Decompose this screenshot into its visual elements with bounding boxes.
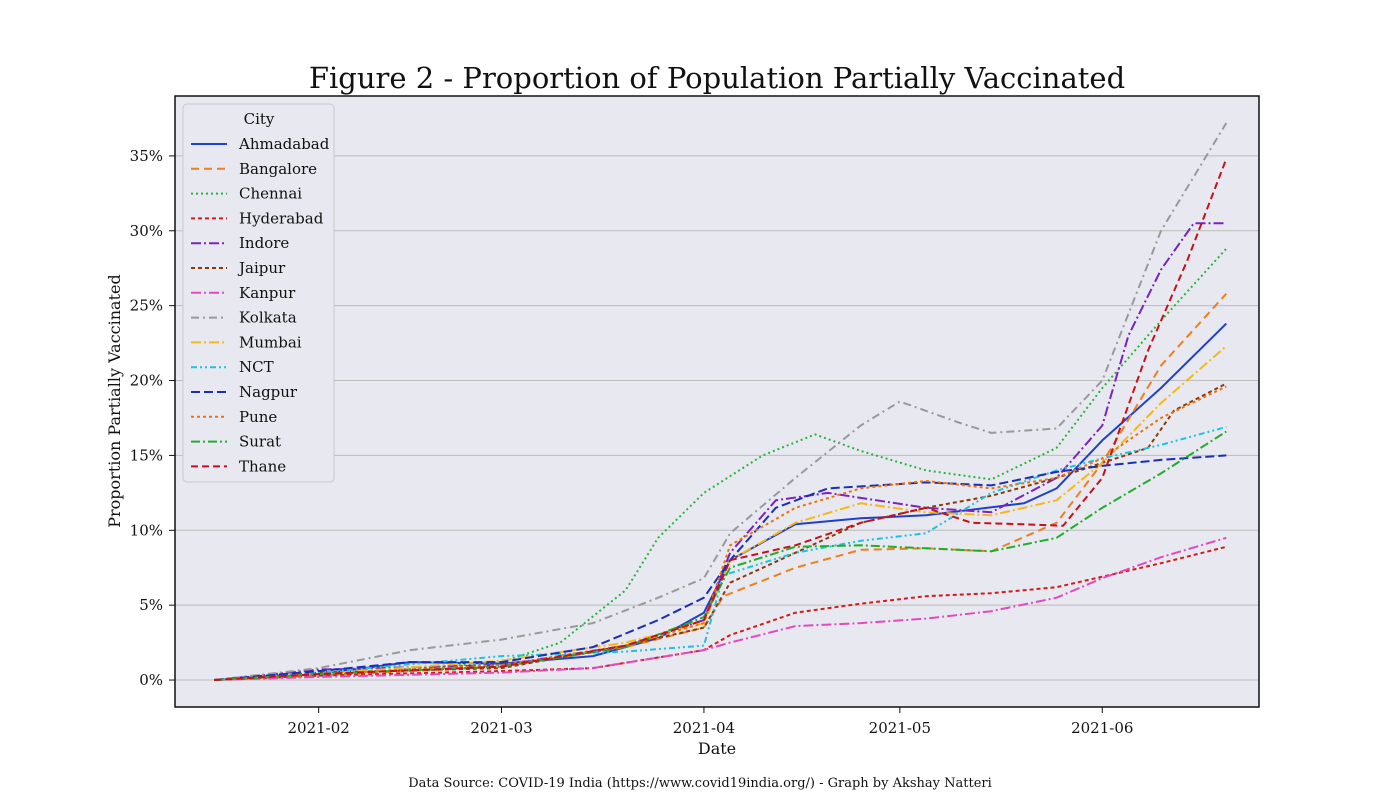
y-tick-label: 20% xyxy=(130,372,163,390)
legend-label: Chennai xyxy=(239,185,302,203)
series-line-kolkata xyxy=(214,122,1228,681)
legend-label: Hyderabad xyxy=(239,209,324,227)
x-tick-label: 2021-03 xyxy=(470,719,532,737)
series-line-mumbai xyxy=(214,345,1227,681)
legend-label: Kolkata xyxy=(239,309,297,327)
y-axis: 0% 5% 10% 15% 20% 25% 30% 35% xyxy=(130,147,175,689)
plot-frame xyxy=(174,95,1260,708)
legend-label: Thane xyxy=(239,457,286,475)
y-axis-label: Proportion Partially Vaccinated xyxy=(105,274,124,527)
grid-lines xyxy=(175,155,1259,681)
legend-box xyxy=(182,103,335,483)
y-tick-label: 35% xyxy=(130,147,163,165)
legend-label: Ahmadabad xyxy=(238,135,330,153)
legend-label: Bangalore xyxy=(239,160,317,178)
y-tick-label: 30% xyxy=(130,222,163,240)
legend: City Ahmadabad Bangalore Chennai Hyderabad I… xyxy=(182,103,335,483)
series-line-bangalore xyxy=(214,293,1228,681)
x-tick-label: 2021-04 xyxy=(673,719,735,737)
legend-label: Mumbai xyxy=(239,333,302,351)
legend-label: Kanpur xyxy=(239,284,296,302)
series-line-kanpur xyxy=(214,536,1227,681)
y-tick-label: 10% xyxy=(130,521,163,539)
series-line-hyderabad xyxy=(214,545,1227,681)
x-tick-label: 2021-02 xyxy=(287,719,349,737)
legend-entries: Ahmadabad Bangalore Chennai Hyderabad Indore… xyxy=(191,135,330,475)
y-tick-label: 15% xyxy=(130,446,163,464)
y-tick-label: 0% xyxy=(139,671,163,689)
series-lines xyxy=(214,122,1228,681)
legend-label: Pune xyxy=(239,408,277,426)
series-line-nct xyxy=(214,426,1227,681)
legend-label: Jaipur xyxy=(237,259,286,277)
series-line-thane xyxy=(214,158,1228,681)
legend-label: Surat xyxy=(239,433,281,451)
series-line-pune xyxy=(214,385,1227,681)
chart-title: Figure 2 - Proportion of Population Part… xyxy=(309,61,1125,95)
footer-source: Data Source: COVID-19 India (https://www… xyxy=(408,776,992,791)
y-tick-label: 25% xyxy=(130,297,163,315)
x-tick-label: 2021-05 xyxy=(869,719,931,737)
legend-label: Indore xyxy=(239,234,289,252)
legend-label: Nagpur xyxy=(239,383,298,401)
legend-label: NCT xyxy=(239,358,274,376)
legend-title: City xyxy=(244,110,275,128)
plot-area xyxy=(175,96,1259,707)
x-axis-label: Date xyxy=(698,739,736,758)
x-axis: 2021-02 2021-03 2021-04 2021-05 2021-06 xyxy=(287,707,1133,737)
x-tick-label: 2021-06 xyxy=(1071,719,1133,737)
y-tick-label: 5% xyxy=(139,596,163,614)
